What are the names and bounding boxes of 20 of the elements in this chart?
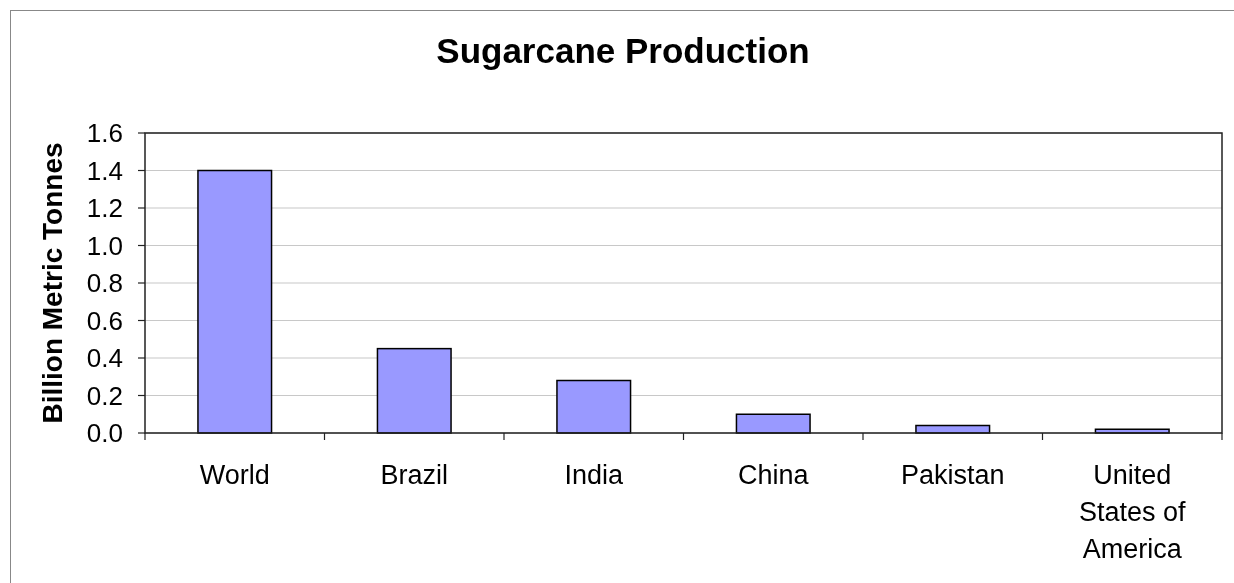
x-tick-label: Pakistan	[900, 460, 1005, 490]
x-tick-label: China	[737, 460, 810, 490]
x-tick-label: United States of America	[1078, 460, 1187, 564]
y-tick-label: 1.6	[86, 118, 123, 149]
chart-title: Sugarcane Production	[436, 31, 810, 70]
y-tick-label: 1.2	[86, 193, 123, 224]
y-tick-label: 0.6	[86, 305, 123, 336]
y-tick-label: 0.4	[86, 343, 123, 374]
y-tick-label: 1.4	[86, 155, 123, 186]
bar	[197, 169, 273, 434]
y-axis-title: Billion Metric Tonnes	[37, 142, 68, 424]
x-tick-label: World	[199, 460, 270, 490]
y-tick-label: 0.0	[86, 418, 123, 449]
y-tick-label: 0.8	[86, 268, 123, 299]
y-tick-label: 0.2	[86, 380, 123, 411]
bar	[556, 379, 632, 434]
x-tick-label: Brazil	[380, 460, 449, 490]
y-tick-label: 1.0	[86, 230, 123, 261]
x-tick-label: India	[564, 460, 624, 490]
bar	[376, 347, 452, 434]
